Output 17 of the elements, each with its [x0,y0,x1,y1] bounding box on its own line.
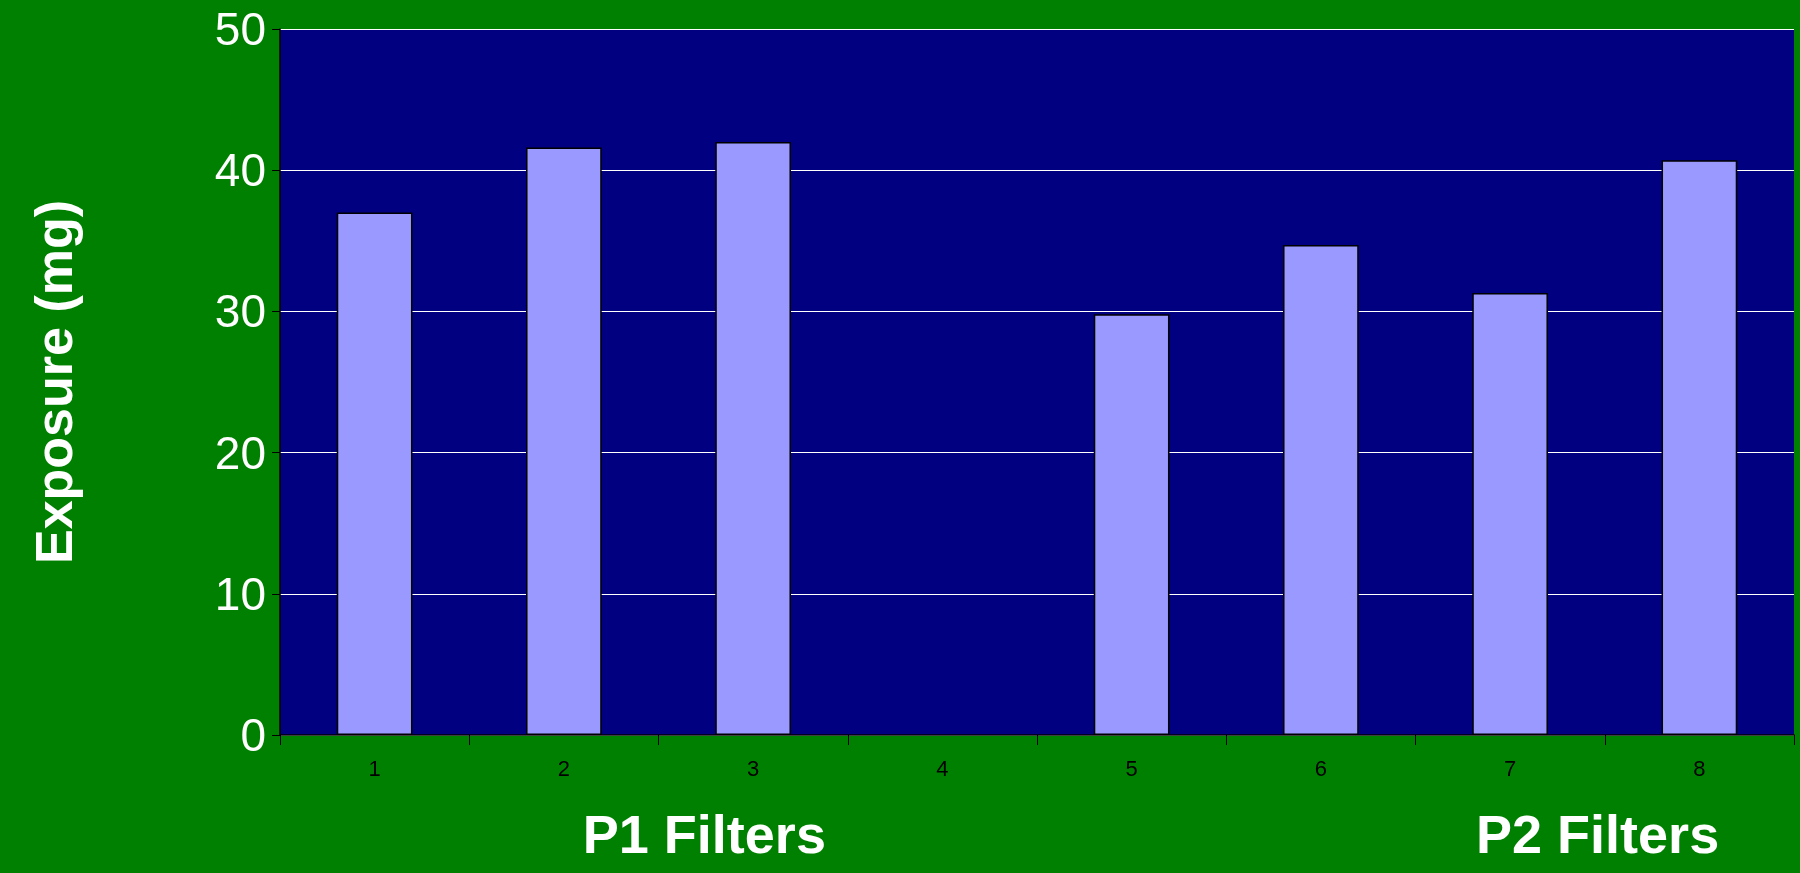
x-tick-label: 4 [936,755,949,781]
x-tick-label: 1 [368,755,381,781]
y-tick-label: 50 [214,3,266,55]
text: P1 Filters [582,804,826,864]
x-tick-label: 3 [747,755,760,781]
x-tick-label: 7 [1504,755,1517,781]
y-tick-label: 40 [214,144,266,197]
y-axis-title: Exposure (mg) [25,199,83,565]
y-tick-label: 20 [214,426,266,479]
text: P2 Filters [1476,804,1720,864]
y-tick-label: 10 [214,567,266,620]
x-tick-label: 8 [1693,755,1706,781]
x-tick-label: 5 [1125,755,1138,781]
y-tick-label: 0 [240,709,266,761]
x-tick-label: 6 [1314,755,1327,781]
x-tick-label: 2 [557,755,570,781]
y-tick-label: 30 [214,285,266,338]
